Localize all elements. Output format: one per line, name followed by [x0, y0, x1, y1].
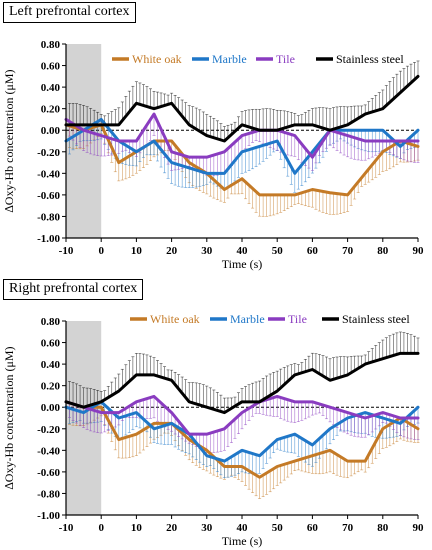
series-line-tile [64, 394, 420, 436]
error-bars [68, 60, 420, 141]
y-tick-label: -0.60 [37, 467, 60, 479]
x-tick-label: 50 [272, 522, 284, 534]
x-tick-label: 10 [131, 522, 143, 534]
x-tick-label: 40 [237, 245, 249, 257]
x-tick-label: 20 [166, 522, 178, 534]
x-tick-label: 50 [272, 245, 284, 257]
y-tick-label: 0.00 [41, 125, 61, 137]
y-axis-label: ∆Oxy-Hb concentration (μM) [2, 69, 16, 212]
legend-label: White oak [132, 52, 182, 66]
legend-label: Marble [212, 52, 247, 66]
chart-panel-left: 0.80 0.60 0.40 0.20 0.00 -0.20 -0.40 -0.60 -0.80… [0, 0, 432, 273]
y-axis-label: ∆Oxy-Hb concentration (μM) [2, 346, 16, 489]
y-tick-label: -0.80 [37, 488, 60, 500]
x-tick-label: 30 [201, 245, 213, 257]
y-tick-label: 0.20 [41, 104, 61, 116]
legend-label: White oak [150, 312, 200, 326]
x-tick-label: 70 [342, 522, 354, 534]
legend-label: Stainless steel [336, 52, 404, 66]
series-line-tile [64, 112, 420, 159]
legend-label: Tile [288, 312, 307, 326]
series-line-white-oak [64, 400, 420, 479]
error-bars [68, 331, 420, 413]
error-bars [68, 396, 420, 453]
y-tick-label: -1.00 [37, 233, 60, 245]
chart-right: 0.80 0.60 0.40 0.20 0.00 -0.20 -0.40 -0.60 -0.80… [2, 312, 425, 548]
x-tick-label: 80 [377, 245, 389, 257]
y-tick-label: 0.20 [41, 381, 61, 393]
error-bars [68, 401, 420, 479]
x-axis-label: Time (s) [222, 257, 263, 271]
series-line-stainless-steel [64, 74, 420, 143]
x-tick-label: 90 [413, 522, 425, 534]
x-tick-label: 60 [307, 522, 319, 534]
series-line-stainless-steel [64, 351, 420, 415]
y-tick-label: 0.80 [41, 39, 61, 51]
y-tick-label: -0.60 [37, 190, 60, 202]
x-tick-label: 90 [413, 245, 425, 257]
x-tick-label: 60 [307, 245, 319, 257]
y-tick-label: 0.80 [41, 316, 61, 328]
series-line-white-oak [64, 123, 420, 197]
y-tick-label: -1.00 [37, 510, 60, 522]
y-tick-label: 0.00 [41, 402, 61, 414]
x-tick-label: 30 [201, 522, 213, 534]
y-tick-label: 0.60 [41, 338, 61, 350]
legend-label: Marble [230, 312, 265, 326]
x-tick-label: 70 [342, 245, 354, 257]
x-tick-label: 80 [377, 522, 389, 534]
chart-title: Left prefrontal cortex [3, 2, 136, 23]
x-tick-label: 40 [237, 522, 249, 534]
y-tick-label: -0.20 [37, 424, 60, 436]
x-tick-label: 10 [131, 245, 143, 257]
legend-label: Tile [276, 52, 295, 66]
y-tick-label: -0.80 [37, 211, 60, 223]
x-tick-label: -10 [59, 245, 74, 257]
y-tick-label: -0.20 [37, 147, 60, 159]
chart-panel-right: 0.80 0.60 0.40 0.20 0.00 -0.20 -0.40 -0.60 -0.80… [0, 277, 432, 550]
x-tick-label: 0 [98, 245, 104, 257]
series-line-marble [64, 117, 420, 175]
y-tick-label: -0.40 [37, 445, 60, 457]
x-axis-label: Time (s) [222, 534, 263, 548]
x-tick-label: -10 [59, 522, 74, 534]
series-line-marble [64, 400, 420, 463]
x-tick-label: 20 [166, 245, 178, 257]
legend-label: Stainless steel [342, 312, 410, 326]
chart-title: Right prefrontal cortex [3, 279, 144, 300]
y-tick-label: 0.60 [41, 61, 61, 73]
y-tick-label: -0.40 [37, 168, 60, 180]
x-tick-label: 0 [98, 522, 104, 534]
y-tick-label: 0.40 [41, 359, 61, 371]
y-tick-label: 0.40 [41, 82, 61, 94]
chart-left: 0.80 0.60 0.40 0.20 0.00 -0.20 -0.40 -0.60 -0.80… [2, 39, 425, 271]
